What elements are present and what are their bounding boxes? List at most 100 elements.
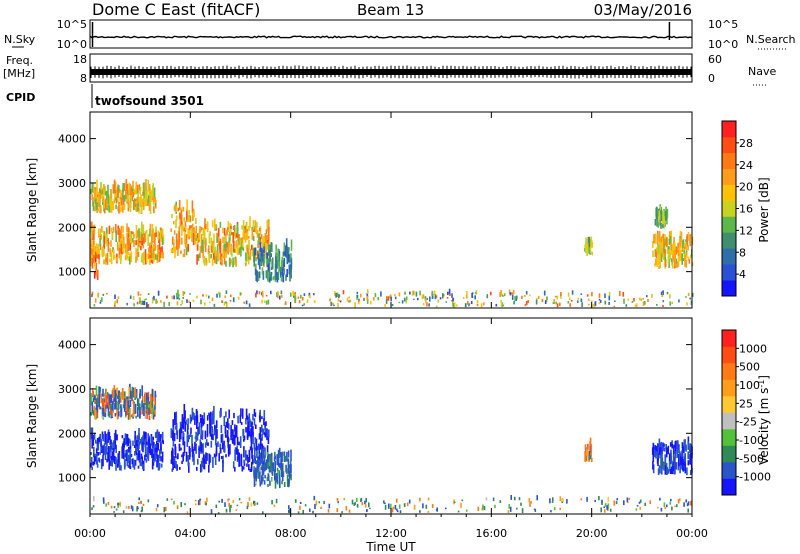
- range-cell: [585, 448, 587, 452]
- range-cell: [191, 434, 193, 444]
- range-cell: [603, 509, 606, 513]
- range-cell: [152, 245, 155, 249]
- range-cell: [100, 447, 102, 451]
- range-cell: [106, 229, 108, 240]
- range-cell: [193, 227, 195, 239]
- range-cell: [196, 244, 199, 251]
- range-cell: [148, 415, 151, 420]
- range-cell: [106, 199, 108, 209]
- range-cell: [116, 299, 118, 304]
- colorbar-segment: [722, 429, 736, 446]
- range-cell: [245, 244, 248, 248]
- range-cell: [452, 300, 454, 305]
- x-axis-ticks: 00:00 04:00 08:00 12:00 16:00 20:00 00:00: [74, 112, 708, 540]
- range-cell: [127, 237, 129, 246]
- range-cell: [261, 241, 263, 249]
- range-cell: [592, 304, 595, 307]
- range-cell: [485, 497, 488, 501]
- range-cell: [170, 428, 173, 439]
- range-cell: [236, 436, 239, 446]
- range-cell: [180, 447, 182, 451]
- range-cell: [598, 496, 600, 501]
- range-cell: [594, 301, 597, 306]
- range-cell: [685, 499, 687, 503]
- range-cell: [223, 243, 226, 249]
- range-cell: [226, 229, 228, 236]
- range-cell: [336, 292, 339, 298]
- range-cell: [127, 198, 130, 206]
- range-cell: [553, 298, 555, 304]
- range-cell: [197, 426, 199, 436]
- range-cell: [664, 256, 666, 261]
- range-cell: [179, 466, 181, 470]
- range-cell: [550, 510, 552, 513]
- range-cell: [222, 462, 224, 473]
- range-cell: [223, 236, 226, 242]
- range-cell: [143, 298, 146, 303]
- range-cell: [231, 232, 233, 235]
- nsky-line: [89, 35, 693, 39]
- range-cell: [259, 427, 262, 438]
- range-cell: [213, 303, 216, 307]
- range-cell: [161, 451, 164, 460]
- range-cell: [494, 504, 496, 509]
- range-cell: [281, 463, 284, 471]
- range-cell: [248, 431, 251, 437]
- range-cell: [151, 448, 153, 459]
- range-cell: [679, 238, 682, 247]
- range-cell: [138, 442, 140, 450]
- range-cell: [114, 402, 116, 410]
- range-cell: [101, 194, 103, 199]
- range-cell: [290, 239, 293, 251]
- range-cell: [500, 293, 503, 296]
- range-cell: [95, 269, 98, 277]
- range-cell: [149, 254, 151, 259]
- range-cell: [136, 446, 138, 452]
- range-cell: [304, 504, 307, 507]
- range-cell: [173, 230, 176, 235]
- range-cell: [144, 431, 147, 441]
- range-cell: [109, 249, 112, 255]
- range-cell: [246, 415, 249, 420]
- range-cell: [391, 304, 394, 307]
- x-tick-label: 04:00: [174, 527, 206, 540]
- range-cell: [223, 257, 226, 265]
- range-cell: [149, 394, 152, 406]
- range-cell: [687, 508, 689, 513]
- range-cell: [267, 454, 269, 463]
- range-cell: [117, 402, 120, 411]
- range-cell: [448, 288, 451, 294]
- range-cell: [295, 499, 297, 503]
- range-cell: [549, 498, 551, 504]
- range-cell: [91, 248, 93, 255]
- range-cell: [178, 242, 180, 249]
- range-cell: [253, 248, 255, 258]
- range-cell: [102, 196, 105, 202]
- range-cell: [290, 263, 292, 267]
- range-cell: [91, 258, 94, 269]
- range-cell: [588, 236, 591, 247]
- range-cell: [403, 503, 406, 507]
- range-cell: [188, 230, 191, 236]
- range-cell: [209, 426, 212, 437]
- range-cell: [110, 439, 112, 445]
- range-cell: [334, 291, 336, 297]
- range-cell: [553, 507, 556, 511]
- range-cell: [240, 454, 243, 467]
- range-cell: [125, 247, 128, 257]
- range-cell: [301, 296, 304, 301]
- range-cell: [676, 449, 679, 458]
- range-cell: [125, 179, 128, 192]
- range-cell: [226, 422, 228, 428]
- range-cell: [259, 236, 262, 242]
- range-cell: [148, 184, 151, 191]
- colorbar-segment: [722, 200, 736, 217]
- range-cell: [425, 298, 427, 304]
- range-cell: [262, 445, 265, 452]
- range-cell: [193, 453, 195, 466]
- y-tick-label: 4000: [58, 133, 86, 146]
- range-cell: [259, 242, 262, 253]
- range-cell: [279, 295, 281, 300]
- range-cell: [196, 234, 199, 238]
- range-cell: [92, 462, 95, 466]
